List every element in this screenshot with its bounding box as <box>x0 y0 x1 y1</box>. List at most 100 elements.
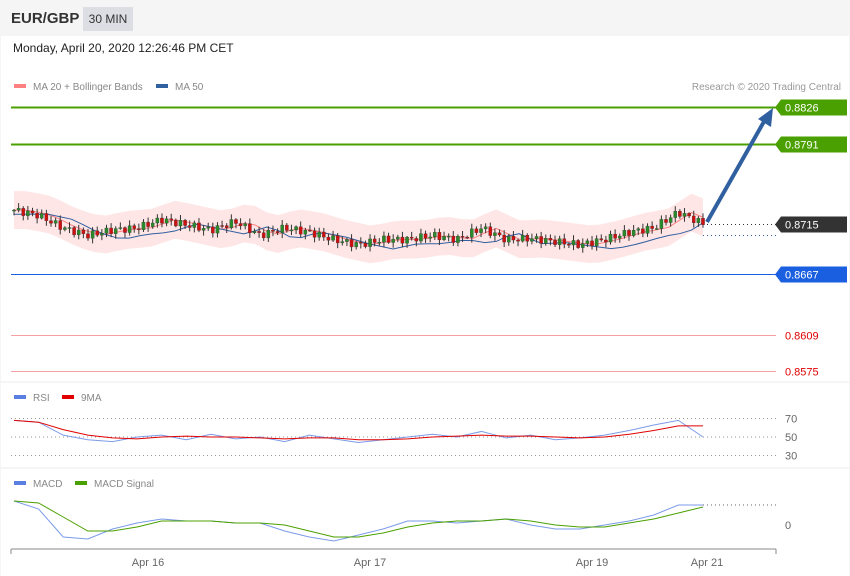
candle-body <box>604 239 608 243</box>
legend-swatch-rsi <box>14 395 26 399</box>
candle-body <box>308 229 312 232</box>
candle-body <box>118 227 123 229</box>
x-tick-label: Apr 17 <box>354 557 386 569</box>
candle-body <box>497 232 502 236</box>
candle-body <box>174 220 178 227</box>
candle-body <box>95 230 99 236</box>
candle-body <box>488 226 493 236</box>
candle-body <box>303 229 308 235</box>
candle-body <box>322 231 326 238</box>
candle-body <box>261 232 266 239</box>
candle-body <box>544 238 548 244</box>
rsi-panel <box>1 383 849 467</box>
candle-body <box>127 225 132 233</box>
rsi-tick-label: 70 <box>785 414 797 426</box>
legend-swatch-9ma <box>62 395 74 399</box>
x-tick-label: Apr 21 <box>691 557 723 569</box>
candle-body <box>326 236 331 241</box>
candle-body <box>525 235 530 242</box>
timeframe-button[interactable]: 30 MIN <box>83 7 133 31</box>
candle-body <box>363 243 368 247</box>
candle-body <box>701 218 705 225</box>
macd-tick-label: 0 <box>785 520 791 532</box>
candle-body <box>511 236 516 241</box>
candle-body <box>16 208 21 211</box>
candle-body <box>530 238 534 242</box>
candle-body <box>30 210 35 214</box>
candle-body <box>465 236 469 239</box>
legend-rsi: RSI <box>33 393 50 404</box>
legend-swatch-ma20 <box>14 84 26 88</box>
candle-body <box>659 219 664 229</box>
candle-body <box>382 235 386 243</box>
candle-body <box>433 232 437 238</box>
macd-line <box>13 500 703 542</box>
candle-body <box>627 230 631 236</box>
candle-body <box>641 228 645 234</box>
candle-body <box>331 235 335 241</box>
candle-body <box>391 238 395 243</box>
candle-body <box>553 239 557 245</box>
level-tag <box>775 216 847 233</box>
candle-body <box>206 226 210 229</box>
candle-body <box>396 236 400 240</box>
candle-body <box>58 220 62 230</box>
candle-body <box>682 213 687 217</box>
candle-body <box>317 231 321 238</box>
legend-swatch-ma50 <box>156 84 168 88</box>
rsi-9ma-line <box>13 419 703 441</box>
candle-body <box>423 233 428 239</box>
legend-ma20: MA 20 + Bollinger Bands <box>33 82 143 93</box>
candle-body <box>442 236 446 240</box>
candle-body <box>470 228 474 238</box>
candle-body <box>266 229 271 239</box>
candle-body <box>460 236 465 238</box>
candle-body <box>520 235 525 242</box>
candle-body <box>12 209 16 212</box>
legend-macd-signal: MACD Signal <box>94 479 154 490</box>
candle-body <box>696 218 701 223</box>
candle-body <box>562 238 567 245</box>
legend-swatch-macd <box>14 481 26 485</box>
legend-ma50: MA 50 <box>175 82 204 93</box>
level-tag <box>775 99 847 116</box>
candle-body <box>335 235 340 244</box>
candle-body <box>493 232 497 236</box>
candle-body <box>548 238 553 241</box>
candle-body <box>368 238 372 247</box>
candle-body <box>571 240 576 246</box>
ma50-line <box>14 213 704 250</box>
candle-body <box>655 228 659 230</box>
candle-body <box>428 236 432 239</box>
candle-body <box>238 223 243 227</box>
rsi-tick-label: 50 <box>785 432 797 444</box>
x-tick-label: Apr 16 <box>132 557 164 569</box>
copyright: Research © 2020 Trading Central <box>692 82 841 93</box>
candle-body <box>137 228 141 230</box>
level-tag <box>775 136 847 153</box>
candle-body <box>44 213 49 221</box>
level-label: 0.8715 <box>785 220 819 232</box>
candle-body <box>479 228 483 233</box>
candle-body <box>414 238 419 242</box>
level-tag <box>775 266 847 283</box>
candle-body <box>613 233 617 239</box>
candle-body <box>86 233 90 239</box>
candle-body <box>63 227 67 230</box>
candle-body <box>146 221 150 227</box>
candle-body <box>109 227 113 234</box>
level-label: 0.8609 <box>785 331 819 343</box>
candle-body <box>211 226 215 234</box>
candle-body <box>243 223 247 227</box>
candle-body <box>576 240 580 248</box>
candle-body <box>201 228 206 231</box>
candle-body <box>252 231 257 233</box>
candle-body <box>539 236 543 244</box>
legend-macd: MACD <box>33 479 62 490</box>
level-label: 0.8575 <box>785 367 819 379</box>
level-label: 0.8826 <box>785 103 819 115</box>
candle-body <box>678 211 682 217</box>
candle-body <box>39 213 44 219</box>
candle-body <box>169 218 173 221</box>
candle-body <box>446 235 451 238</box>
